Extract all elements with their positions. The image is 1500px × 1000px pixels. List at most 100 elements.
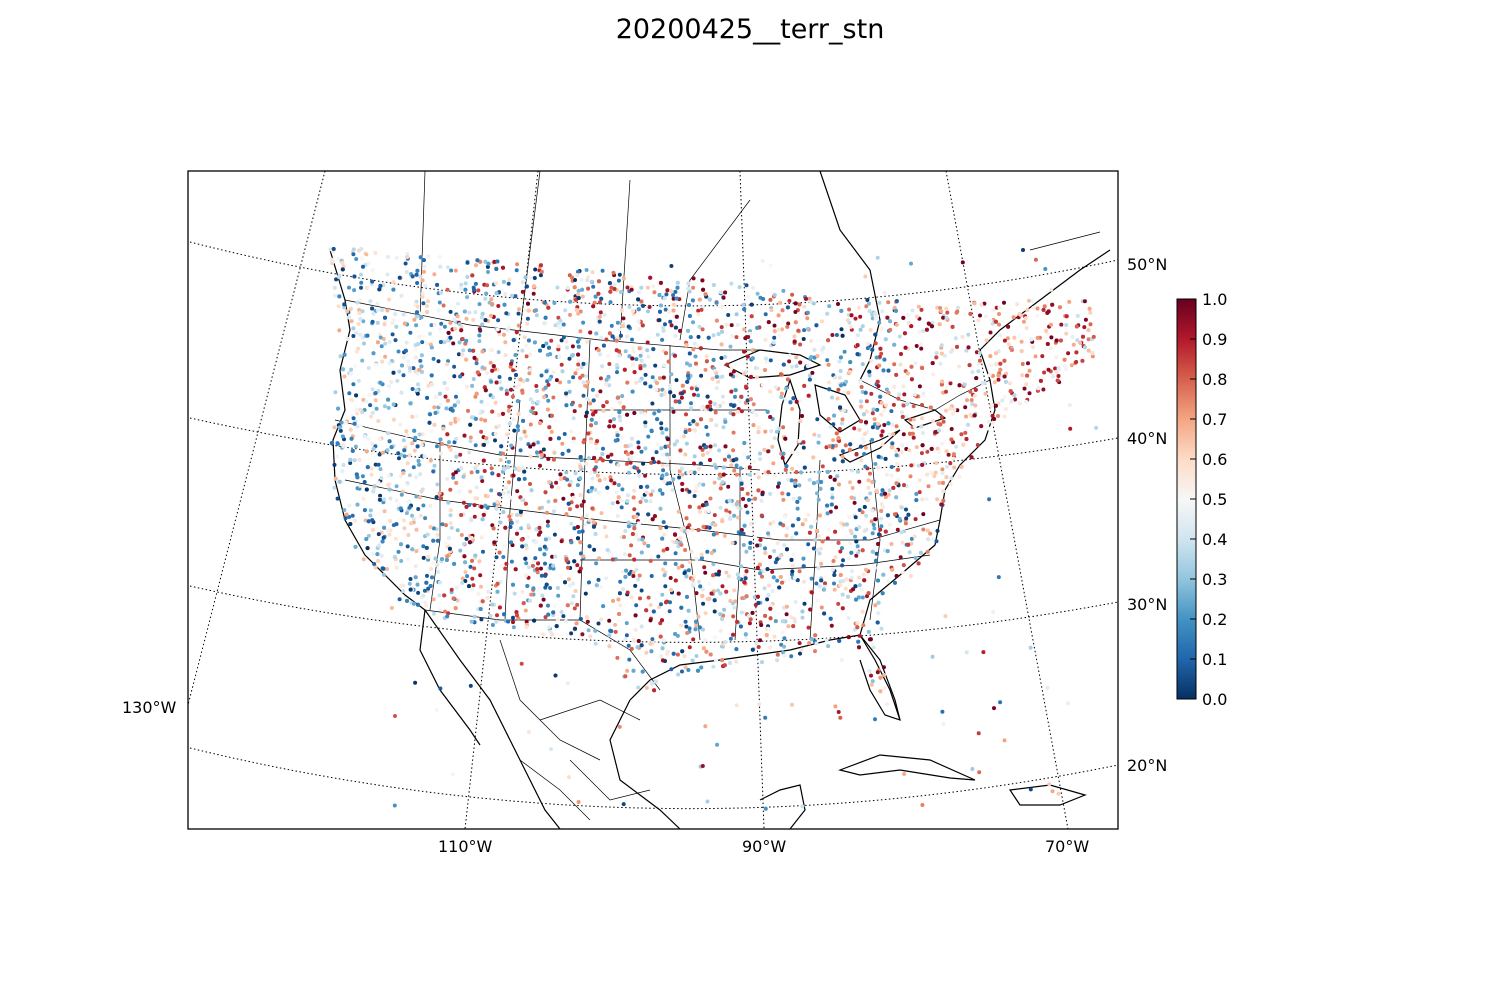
station-point bbox=[473, 394, 478, 399]
station-point bbox=[625, 285, 630, 290]
station-point bbox=[777, 585, 782, 590]
station-point bbox=[790, 563, 795, 568]
station-point bbox=[701, 287, 706, 292]
station-point bbox=[782, 543, 787, 548]
station-point bbox=[479, 584, 483, 589]
station-point bbox=[629, 465, 634, 470]
station-point bbox=[367, 392, 372, 397]
station-point bbox=[666, 309, 671, 314]
station-point bbox=[925, 472, 930, 477]
station-point bbox=[784, 464, 789, 469]
station-point bbox=[513, 466, 518, 471]
station-point bbox=[422, 454, 427, 459]
station-point bbox=[909, 377, 914, 382]
station-point bbox=[469, 619, 474, 624]
station-point bbox=[335, 454, 340, 459]
station-point bbox=[743, 504, 748, 508]
station-point bbox=[592, 547, 597, 552]
station-point bbox=[944, 449, 949, 454]
station-point bbox=[722, 607, 727, 612]
station-point bbox=[360, 335, 365, 340]
station-point bbox=[501, 411, 505, 416]
station-point bbox=[643, 473, 648, 478]
station-point bbox=[640, 323, 645, 328]
station-point bbox=[855, 621, 860, 626]
station-point bbox=[401, 355, 406, 360]
station-point bbox=[680, 383, 685, 388]
station-point bbox=[877, 354, 882, 359]
station-point bbox=[515, 519, 520, 524]
station-point bbox=[617, 327, 622, 332]
station-point bbox=[870, 425, 875, 430]
station-point bbox=[419, 513, 423, 518]
station-point bbox=[388, 496, 393, 501]
station-point bbox=[833, 529, 838, 534]
station-point bbox=[486, 270, 490, 274]
station-point bbox=[744, 549, 749, 554]
station-point bbox=[518, 436, 523, 441]
station-point bbox=[765, 567, 770, 572]
station-point bbox=[509, 559, 514, 564]
station-point bbox=[866, 485, 871, 490]
station-point bbox=[713, 410, 718, 415]
station-point bbox=[477, 333, 482, 338]
station-point bbox=[709, 551, 714, 555]
station-point bbox=[745, 294, 750, 299]
station-point bbox=[745, 354, 750, 359]
station-point bbox=[498, 520, 503, 525]
station-point bbox=[689, 386, 694, 391]
station-point bbox=[528, 444, 533, 449]
station-point bbox=[570, 353, 575, 357]
station-point bbox=[513, 294, 518, 299]
station-point bbox=[355, 411, 360, 416]
station-point bbox=[546, 398, 551, 403]
station-point bbox=[911, 417, 916, 422]
station-point bbox=[340, 442, 345, 447]
station-point bbox=[455, 598, 460, 603]
station-point bbox=[555, 617, 560, 622]
station-point bbox=[970, 370, 975, 375]
station-point bbox=[973, 387, 978, 392]
station-point bbox=[586, 286, 591, 291]
station-point bbox=[678, 328, 683, 333]
station-point bbox=[671, 296, 676, 301]
station-point bbox=[808, 607, 813, 612]
station-point bbox=[886, 579, 891, 584]
station-point bbox=[342, 508, 347, 512]
station-point bbox=[865, 346, 870, 351]
station-point bbox=[359, 272, 363, 277]
station-point bbox=[996, 377, 1001, 382]
station-point bbox=[693, 354, 698, 359]
station-point bbox=[881, 505, 886, 510]
station-point bbox=[410, 274, 415, 279]
station-point bbox=[411, 601, 416, 606]
station-point bbox=[540, 593, 545, 598]
station-point bbox=[488, 613, 493, 618]
station-point bbox=[420, 340, 425, 345]
station-point bbox=[411, 516, 416, 521]
station-point bbox=[735, 515, 740, 520]
station-point bbox=[744, 283, 749, 288]
station-point bbox=[501, 265, 505, 270]
station-point bbox=[669, 667, 674, 672]
station-point bbox=[691, 347, 696, 352]
station-point bbox=[397, 503, 402, 507]
station-point bbox=[554, 480, 559, 485]
station-point bbox=[662, 479, 667, 484]
station-point bbox=[465, 260, 470, 265]
station-point bbox=[445, 362, 450, 367]
station-point bbox=[948, 461, 953, 466]
station-point bbox=[673, 562, 678, 566]
station-point bbox=[819, 319, 824, 324]
station-point bbox=[944, 386, 949, 390]
station-point bbox=[473, 416, 478, 421]
station-point bbox=[656, 442, 660, 447]
station-point bbox=[786, 492, 791, 497]
station-point bbox=[708, 496, 713, 501]
station-point bbox=[348, 306, 353, 311]
station-point bbox=[640, 496, 645, 501]
station-point bbox=[564, 403, 569, 408]
station-point bbox=[531, 559, 536, 564]
station-point bbox=[742, 580, 747, 585]
station-point bbox=[556, 593, 561, 598]
